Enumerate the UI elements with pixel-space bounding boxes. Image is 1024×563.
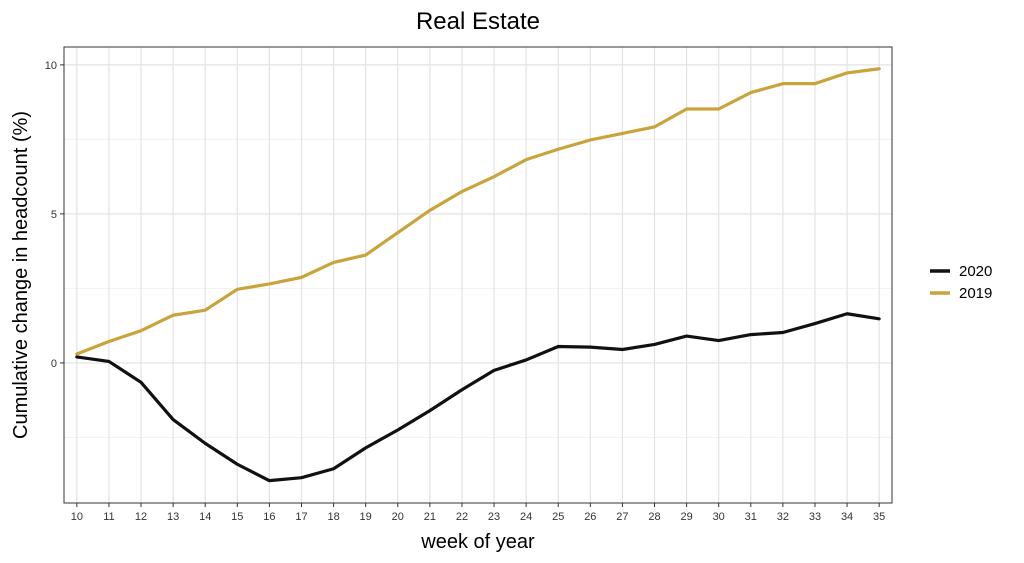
x-tick-label: 28 xyxy=(648,511,660,523)
x-tick-label: 10 xyxy=(71,511,83,523)
x-tick-label: 11 xyxy=(103,511,114,523)
x-tick-label: 29 xyxy=(680,511,692,523)
legend-label-2019: 2019 xyxy=(959,285,992,302)
x-tick-label: 20 xyxy=(392,511,404,523)
x-tick-label: 22 xyxy=(456,511,468,523)
x-tick-label: 34 xyxy=(841,511,853,523)
y-axis-title: Cumulative change in headcount (%) xyxy=(10,111,32,439)
x-tick-label: 21 xyxy=(424,511,436,523)
chart-title: Real Estate xyxy=(416,8,540,35)
x-tick-label: 18 xyxy=(327,511,339,523)
legend-label-2020: 2020 xyxy=(959,263,992,280)
y-axis: 0 5 10 xyxy=(45,60,64,370)
x-tick-label: 31 xyxy=(745,511,757,523)
series-line-2019 xyxy=(75,67,881,356)
series-lines xyxy=(75,67,881,483)
x-axis-title: week of year xyxy=(420,531,535,553)
grid xyxy=(64,47,892,503)
plot-border xyxy=(63,46,893,504)
x-tick-label: 27 xyxy=(616,511,628,523)
x-tick-label: 32 xyxy=(777,511,789,523)
x-tick-label: 17 xyxy=(295,511,307,523)
x-tick-label: 30 xyxy=(713,511,725,523)
x-tick-label: 25 xyxy=(552,511,564,523)
x-axis: 10 11 12 13 14 15 16 17 18 19 20 21 22 23 24 25 26 27 28 29… xyxy=(71,503,885,523)
plot-background xyxy=(64,47,892,503)
x-tick-label: 33 xyxy=(809,511,821,523)
x-tick-label: 26 xyxy=(584,511,596,523)
plot-area xyxy=(64,47,892,503)
x-tick-label: 19 xyxy=(360,511,372,523)
x-tick-label: 15 xyxy=(231,511,243,523)
x-tick-label: 13 xyxy=(167,511,179,523)
series-line-2020 xyxy=(75,312,881,483)
x-tick-label: 14 xyxy=(199,511,211,523)
x-tick-label: 12 xyxy=(135,511,147,523)
y-tick-label: 0 xyxy=(51,358,57,370)
y-tick-label: 5 xyxy=(51,209,57,221)
x-tick-label: 16 xyxy=(263,511,275,523)
legend: 2020 2019 xyxy=(930,263,992,302)
x-tick-label: 35 xyxy=(873,511,885,523)
x-tick-label: 24 xyxy=(520,511,532,523)
x-tick-label: 23 xyxy=(488,511,500,523)
y-tick-label: 10 xyxy=(45,60,57,72)
